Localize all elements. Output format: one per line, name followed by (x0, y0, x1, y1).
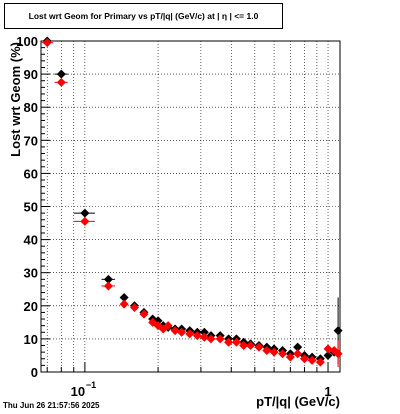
y-tick-label: 0 (31, 365, 38, 380)
x-tick-label: 1 (324, 384, 331, 399)
x-axis-label: pT/|q| (GeV/c) (256, 394, 340, 409)
grid-lines (41, 41, 340, 372)
data-point (170, 326, 180, 336)
data-point (80, 208, 90, 218)
y-tick-label: 40 (24, 233, 38, 248)
y-tick-label: 50 (24, 200, 38, 215)
data-point (323, 350, 333, 360)
data-point (56, 77, 66, 87)
title-box: Lost wrt Geom for Primary vs pT/|q| (GeV… (4, 3, 283, 29)
data-point (254, 342, 264, 352)
y-tick-label: 10 (24, 332, 38, 347)
data-point (163, 321, 173, 331)
chart-title: Lost wrt Geom for Primary vs pT/|q| (GeV… (28, 11, 259, 21)
data-point (246, 341, 256, 351)
x-tick-exponent: −1 (86, 380, 96, 390)
data-point (130, 302, 140, 312)
data-point (299, 354, 309, 364)
data-point (224, 337, 234, 347)
y-tick-label: 30 (24, 266, 38, 281)
timestamp-footer: Thu Jun 26 21:57:56 2025 (3, 401, 100, 410)
data-point (199, 332, 209, 342)
series-2 (41, 38, 343, 368)
data-point (307, 355, 317, 365)
data-point (56, 69, 66, 79)
y-tick-label: 90 (24, 67, 38, 82)
y-tick-label: 60 (24, 166, 38, 181)
data-point (177, 327, 187, 337)
data-point (215, 334, 225, 344)
data-point (199, 327, 209, 337)
data-point (333, 326, 343, 336)
y-axis-label: Lost wrt Geom (%) (8, 42, 23, 157)
data-point (269, 347, 279, 357)
data-point (285, 352, 295, 362)
data-point (333, 349, 343, 359)
y-tick-label: 80 (24, 100, 38, 115)
data-point (119, 293, 129, 303)
data-point (185, 329, 195, 339)
data-point (103, 281, 113, 291)
data-point (80, 216, 90, 226)
data-point (42, 38, 52, 48)
data-point (139, 309, 149, 319)
data-point (315, 357, 325, 367)
x-tick-label: 10 (71, 384, 85, 399)
data-markers (41, 36, 343, 368)
y-tick-label: 100 (16, 34, 38, 49)
data-point (206, 334, 216, 344)
series-1 (41, 36, 343, 364)
data-point (262, 345, 272, 355)
data-point (293, 349, 303, 359)
data-point (293, 342, 303, 352)
data-point (231, 337, 241, 347)
data-point (119, 299, 129, 309)
data-point (192, 331, 202, 341)
data-point (103, 274, 113, 284)
plot-frame (40, 40, 341, 373)
data-point (239, 341, 249, 351)
y-tick-label: 70 (24, 133, 38, 148)
y-tick-label: 20 (24, 299, 38, 314)
data-point (278, 349, 288, 359)
